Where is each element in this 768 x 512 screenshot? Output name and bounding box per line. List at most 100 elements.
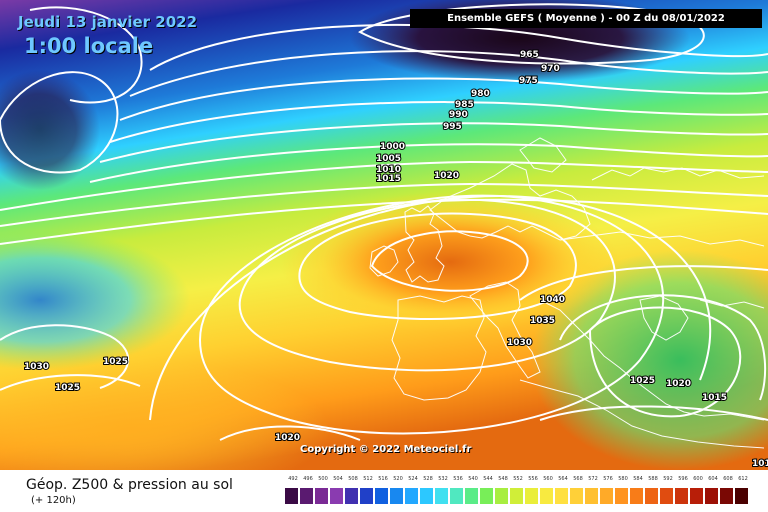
isobar-label: 1035 — [530, 316, 555, 326]
east-trough-zone — [530, 250, 768, 470]
isobar-label: 995 — [443, 122, 462, 132]
isobar-label: 1000 — [380, 142, 405, 152]
scale-label: 612 — [738, 476, 748, 482]
scale-swatch — [404, 487, 419, 505]
scale-label: 572 — [588, 476, 598, 482]
scale-swatch — [629, 487, 644, 505]
scale-swatch — [599, 487, 614, 505]
scale-swatch — [719, 487, 734, 505]
scale-label: 532 — [438, 476, 448, 482]
scale-swatch — [539, 487, 554, 505]
isobar-label: 1040 — [540, 295, 565, 305]
scale-swatch — [584, 487, 599, 505]
isobar-label: 1015 — [376, 174, 401, 184]
scale-label: 556 — [528, 476, 538, 482]
scale-label: 512 — [363, 476, 373, 482]
scale-label: 520 — [393, 476, 403, 482]
model-run-header: Ensemble GEFS ( Moyenne ) - 00 Z du 08/0… — [410, 9, 762, 28]
scale-swatch — [464, 487, 479, 505]
scale-swatch — [734, 487, 749, 505]
copyright-notice: Copyright © 2022 Meteociel.fr — [300, 444, 472, 455]
scale-swatch — [689, 487, 704, 505]
scale-label: 560 — [543, 476, 553, 482]
scale-swatch — [644, 487, 659, 505]
isobar-label: 970 — [541, 64, 560, 74]
isobar-label: 1025 — [103, 357, 128, 367]
scale-label: 536 — [453, 476, 463, 482]
scale-swatch — [434, 487, 449, 505]
scale-label: 516 — [378, 476, 388, 482]
isobar-label: 1025 — [55, 383, 80, 393]
scale-swatch — [299, 487, 314, 505]
scale-label: 564 — [558, 476, 568, 482]
scale-label: 524 — [408, 476, 418, 482]
scale-swatch — [569, 487, 584, 505]
isobar-label: 1020 — [434, 171, 459, 181]
isobar-label: 1025 — [630, 376, 655, 386]
scale-label: 508 — [348, 476, 358, 482]
greenland-low — [0, 70, 100, 190]
isobar-label: 1005 — [376, 154, 401, 164]
scale-swatch — [554, 487, 569, 505]
isobar-label: 1030 — [24, 362, 49, 372]
forecast-date: Jeudi 13 janvier 2022 — [18, 13, 198, 31]
scale-label: 604 — [708, 476, 718, 482]
scale-swatch — [449, 487, 464, 505]
scale-label: 576 — [603, 476, 613, 482]
scale-swatch — [524, 487, 539, 505]
isobar-label: 1020 — [275, 433, 300, 443]
scale-label: 580 — [618, 476, 628, 482]
scale-swatch — [614, 487, 629, 505]
scale-swatch — [659, 487, 674, 505]
west-cold-pool — [0, 230, 190, 370]
scale-swatch — [494, 487, 509, 505]
scale-label: 492 — [288, 476, 298, 482]
scale-label: 608 — [723, 476, 733, 482]
scale-label: 500 — [318, 476, 328, 482]
isobar-label: 965 — [520, 50, 539, 60]
isobars — [0, 3, 768, 441]
scale-swatch — [359, 487, 374, 505]
scale-label: 596 — [678, 476, 688, 482]
isobar-label: 101 — [752, 459, 768, 469]
isobar-label: 1020 — [666, 379, 691, 389]
isobar-label: 1015 — [702, 393, 727, 403]
forecast-time: 1:00 locale — [24, 34, 154, 58]
scale-label: 568 — [573, 476, 583, 482]
color-scale: 492 496 500 504 508 512 516 520 524 528 532 536 540 5… — [284, 476, 752, 510]
scale-label: 496 — [303, 476, 313, 482]
legend-footer: Géop. Z500 & pression au sol (+ 120h) 49… — [0, 470, 768, 512]
chart-variable-title: Géop. Z500 & pression au sol — [26, 477, 233, 493]
scale-swatch — [314, 487, 329, 505]
scale-swatch — [329, 487, 344, 505]
scale-label: 544 — [483, 476, 493, 482]
scale-label: 592 — [663, 476, 673, 482]
isobar-label: 985 — [455, 100, 474, 110]
isobar-label: 990 — [449, 110, 468, 120]
scale-swatch — [344, 487, 359, 505]
scale-label: 548 — [498, 476, 508, 482]
isobar-label: 980 — [471, 89, 490, 99]
scale-label: 528 — [423, 476, 433, 482]
scale-swatch — [374, 487, 389, 505]
scale-swatch — [509, 487, 524, 505]
isobar-label: 975 — [519, 76, 538, 86]
isobar-label: 1030 — [507, 338, 532, 348]
scale-label: 540 — [468, 476, 478, 482]
isobar-label: 1010 — [376, 165, 401, 175]
scale-swatch — [704, 487, 719, 505]
south-warm-zone — [0, 360, 330, 470]
scale-label: 600 — [693, 476, 703, 482]
lead-time: (+ 120h) — [31, 495, 76, 506]
scale-swatch — [389, 487, 404, 505]
scale-label: 552 — [513, 476, 523, 482]
scale-label: 584 — [633, 476, 643, 482]
scale-swatch — [419, 487, 434, 505]
scale-label: 588 — [648, 476, 658, 482]
scale-label: 504 — [333, 476, 343, 482]
scale-swatch — [284, 487, 299, 505]
scale-swatch — [674, 487, 689, 505]
